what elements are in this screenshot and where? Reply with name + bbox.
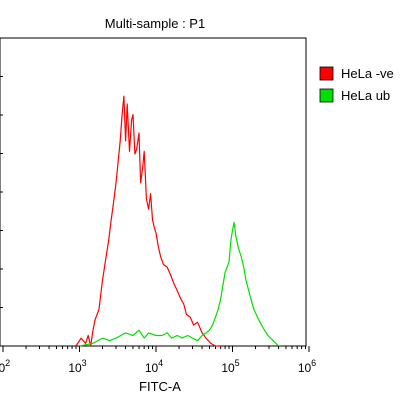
x-axis-major-ticks [2,346,310,352]
series-layer [75,95,280,347]
chart-title: Multi-sample : P1 [105,16,205,31]
plot-frame [0,37,307,347]
x-tick-label: 106 [298,358,316,375]
x-tick-label: 103 [68,358,86,375]
x-tick-label: 102 [0,358,10,375]
y-axis-ticks [0,37,3,347]
x-tick-label: 105 [221,358,239,375]
x-axis-minor-ticks [25,346,306,349]
legend-swatch [319,66,334,81]
x-axis-tick-labels: 102 103 104 105 106 [0,358,316,375]
series-line-hela-ve [75,95,221,347]
legend-label: HeLa -ve [341,66,394,81]
x-tick-label: 104 [145,358,163,375]
legend-swatch [319,88,334,103]
legend: HeLa -ve HeLa ub [319,66,394,103]
x-axis-label: FITC-A [139,379,181,394]
series-line-hela-ub [79,221,280,347]
legend-label: HeLa ub [341,88,390,103]
